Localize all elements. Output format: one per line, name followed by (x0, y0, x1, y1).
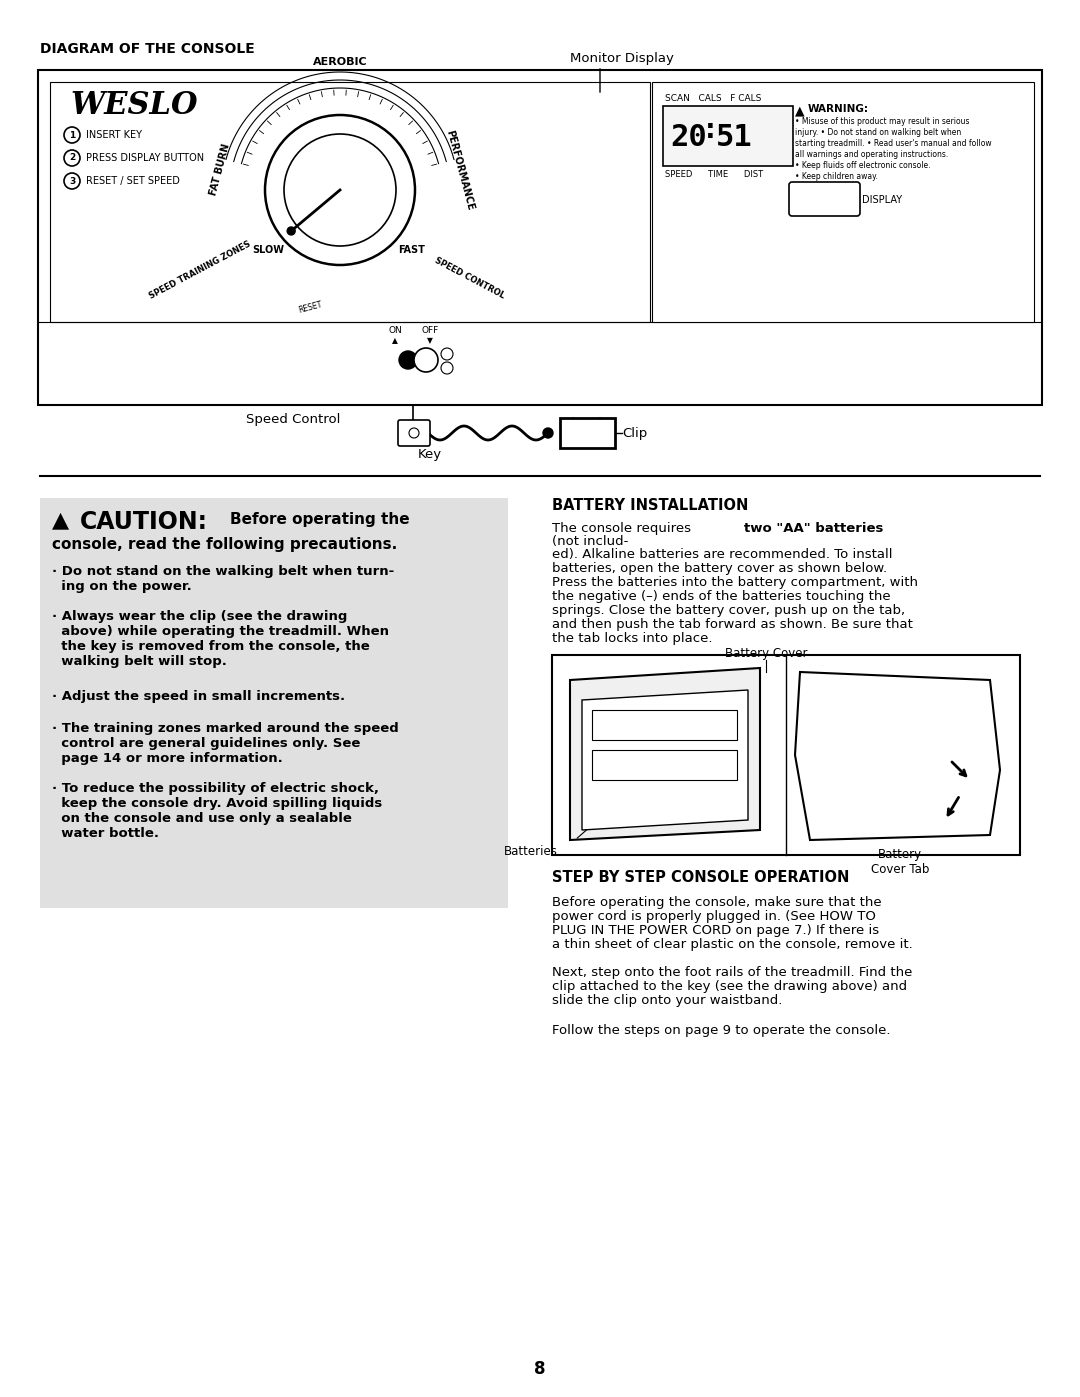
FancyBboxPatch shape (40, 497, 508, 908)
Text: :: : (702, 116, 718, 144)
Text: Press the batteries into the battery compartment, with: Press the batteries into the battery com… (552, 576, 918, 590)
Text: and then push the tab forward as shown. Be sure that: and then push the tab forward as shown. … (552, 617, 913, 631)
Polygon shape (795, 672, 1000, 840)
Text: AEROBIC: AEROBIC (313, 57, 367, 67)
Text: Battery Cover: Battery Cover (725, 647, 807, 659)
Text: WARNING:: WARNING: (808, 103, 869, 115)
Text: STEP BY STEP CONSOLE OPERATION: STEP BY STEP CONSOLE OPERATION (552, 870, 849, 886)
Text: injury. • Do not stand on walking belt when: injury. • Do not stand on walking belt w… (795, 129, 961, 137)
Text: PRESS DISPLAY BUTTON: PRESS DISPLAY BUTTON (86, 154, 204, 163)
Text: CAUTION:: CAUTION: (80, 510, 208, 534)
Text: FAT BURN: FAT BURN (208, 142, 232, 197)
Text: 51: 51 (716, 123, 753, 151)
Text: BATTERY INSTALLATION: BATTERY INSTALLATION (552, 497, 748, 513)
Text: ▼: ▼ (427, 337, 433, 345)
Circle shape (414, 348, 438, 372)
Text: 3: 3 (69, 176, 76, 186)
Text: INSERT KEY: INSERT KEY (86, 130, 141, 140)
FancyBboxPatch shape (592, 710, 737, 740)
Text: · Always wear the clip (see the drawing
  above) while operating the treadmill. : · Always wear the clip (see the drawing … (52, 610, 389, 668)
FancyBboxPatch shape (561, 418, 615, 448)
Text: Batteries: Batteries (504, 845, 558, 858)
Polygon shape (570, 668, 760, 840)
Text: · The training zones marked around the speed
  control are general guidelines on: · The training zones marked around the s… (52, 722, 399, 766)
Circle shape (64, 127, 80, 142)
Text: FAST: FAST (399, 244, 426, 256)
Text: • Keep children away.: • Keep children away. (795, 172, 878, 182)
Text: slide the clip onto your waistband.: slide the clip onto your waistband. (552, 995, 782, 1007)
Circle shape (441, 362, 453, 374)
Text: SPEED TRAINING ZONES: SPEED TRAINING ZONES (148, 239, 253, 300)
FancyBboxPatch shape (399, 420, 430, 446)
Text: console, read the following precautions.: console, read the following precautions. (52, 536, 397, 552)
Text: the tab locks into place.: the tab locks into place. (552, 631, 713, 645)
Text: DISPLAY: DISPLAY (862, 196, 902, 205)
Text: SLOW: SLOW (252, 244, 284, 256)
Text: The console requires: The console requires (552, 522, 696, 535)
Polygon shape (582, 690, 748, 830)
Text: batteries, open the battery cover as shown below.: batteries, open the battery cover as sho… (552, 562, 887, 576)
Text: PERFORMANCE: PERFORMANCE (445, 129, 475, 211)
Text: power cord is properly plugged in. (See HOW TO: power cord is properly plugged in. (See … (552, 909, 876, 923)
Text: PLUG IN THE POWER CORD on page 7.) If there is: PLUG IN THE POWER CORD on page 7.) If th… (552, 923, 879, 937)
Text: Clip: Clip (622, 426, 647, 440)
Text: Next, step onto the foot rails of the treadmill. Find the: Next, step onto the foot rails of the tr… (552, 965, 913, 979)
Text: Follow the steps on page 9 to operate the console.: Follow the steps on page 9 to operate th… (552, 1024, 891, 1037)
Text: Monitor Display: Monitor Display (570, 52, 674, 66)
Text: ▲: ▲ (392, 337, 397, 345)
Text: starting treadmill. • Read user's manual and follow: starting treadmill. • Read user's manual… (795, 138, 991, 148)
Text: 2: 2 (69, 154, 76, 162)
Text: ▲: ▲ (52, 510, 69, 529)
Text: ▲: ▲ (795, 103, 805, 117)
FancyBboxPatch shape (552, 655, 1020, 855)
FancyBboxPatch shape (592, 750, 737, 780)
Text: (not includ-: (not includ- (552, 535, 629, 548)
FancyBboxPatch shape (789, 182, 860, 217)
Text: SCAN   CALS   F CALS: SCAN CALS F CALS (665, 94, 761, 103)
FancyBboxPatch shape (652, 82, 1034, 321)
Text: the negative (–) ends of the batteries touching the: the negative (–) ends of the batteries t… (552, 590, 891, 604)
Circle shape (287, 226, 295, 235)
Text: ed). Alkaline batteries are recommended. To install: ed). Alkaline batteries are recommended.… (552, 548, 892, 562)
Text: · Adjust the speed in small increments.: · Adjust the speed in small increments. (52, 690, 346, 703)
FancyBboxPatch shape (50, 82, 650, 321)
Text: 1: 1 (69, 130, 76, 140)
Text: a thin sheet of clear plastic on the console, remove it.: a thin sheet of clear plastic on the con… (552, 937, 913, 951)
Text: Battery
Cover Tab: Battery Cover Tab (870, 848, 929, 876)
Text: 8: 8 (535, 1361, 545, 1377)
Text: • Misuse of this product may result in serious: • Misuse of this product may result in s… (795, 117, 970, 126)
Text: RESET: RESET (297, 300, 323, 314)
Text: Before operating the console, make sure that the: Before operating the console, make sure … (552, 895, 881, 909)
Text: 20: 20 (670, 123, 706, 151)
Circle shape (441, 348, 453, 360)
Text: clip attached to the key (see the drawing above) and: clip attached to the key (see the drawin… (552, 981, 907, 993)
Circle shape (265, 115, 415, 265)
Circle shape (543, 427, 553, 439)
Text: · Do not stand on the walking belt when turn-
  ing on the power.: · Do not stand on the walking belt when … (52, 564, 394, 592)
Text: Speed Control: Speed Control (245, 414, 340, 426)
FancyBboxPatch shape (663, 106, 793, 166)
Text: SPEED      TIME      DIST: SPEED TIME DIST (665, 170, 764, 179)
Text: · To reduce the possibility of electric shock,
  keep the console dry. Avoid spi: · To reduce the possibility of electric … (52, 782, 382, 840)
Circle shape (409, 427, 419, 439)
Circle shape (64, 149, 80, 166)
Circle shape (399, 351, 417, 369)
Text: RESET / SET SPEED: RESET / SET SPEED (86, 176, 180, 186)
FancyBboxPatch shape (38, 70, 1042, 405)
Text: DIAGRAM OF THE CONSOLE: DIAGRAM OF THE CONSOLE (40, 42, 255, 56)
Circle shape (284, 134, 396, 246)
Text: two "AA" batteries: two "AA" batteries (744, 522, 883, 535)
Text: Key: Key (418, 448, 442, 461)
Text: Before operating the: Before operating the (230, 511, 409, 527)
Text: all warnings and operating instructions.: all warnings and operating instructions. (795, 149, 948, 159)
Circle shape (64, 173, 80, 189)
Text: • Keep fluids off electronic console.: • Keep fluids off electronic console. (795, 161, 931, 170)
Text: SPEED CONTROL: SPEED CONTROL (433, 256, 507, 300)
Text: ON: ON (388, 326, 402, 335)
Text: springs. Close the battery cover, push up on the tab,: springs. Close the battery cover, push u… (552, 604, 905, 617)
Text: OFF: OFF (421, 326, 438, 335)
Text: WESLO: WESLO (70, 89, 198, 122)
